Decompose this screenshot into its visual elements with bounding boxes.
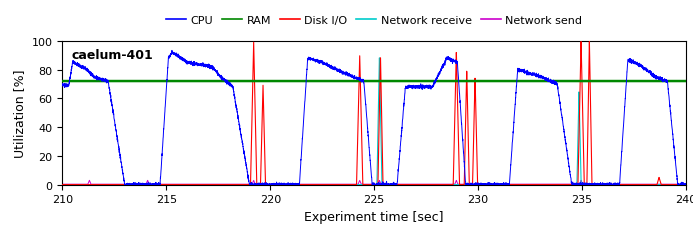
Y-axis label: Utilization [%]: Utilization [%] bbox=[13, 69, 26, 157]
Text: caelum-401: caelum-401 bbox=[72, 49, 153, 62]
Legend: CPU, RAM, Disk I/O, Network receive, Network send: CPU, RAM, Disk I/O, Network receive, Net… bbox=[161, 11, 587, 30]
X-axis label: Experiment time [sec]: Experiment time [sec] bbox=[304, 210, 444, 223]
